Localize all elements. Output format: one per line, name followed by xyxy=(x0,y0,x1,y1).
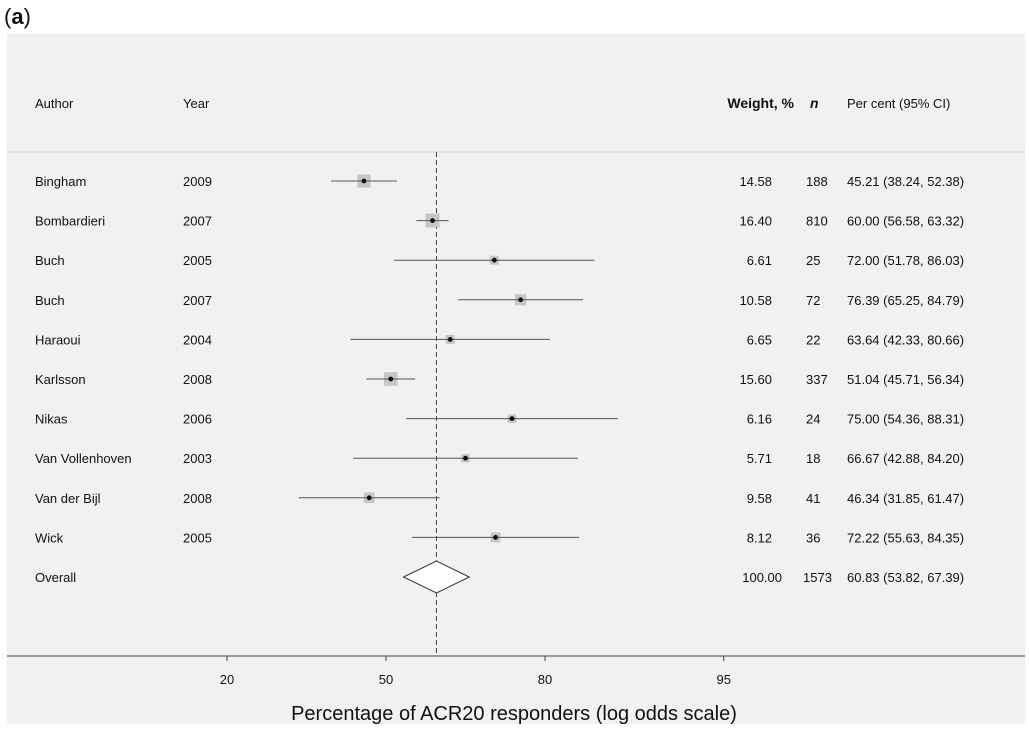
study-n-label: 188 xyxy=(806,174,828,189)
header-weight: Weight, % xyxy=(727,95,794,111)
study-year-label: 2003 xyxy=(183,451,212,466)
study-point-estimate xyxy=(366,495,372,501)
x-axis-label: Percentage of ACR20 responders (log odds… xyxy=(291,703,737,725)
study-weight-label: 15.60 xyxy=(739,372,772,387)
overall-n-label: 1573 xyxy=(803,570,832,585)
study-year-label: 2007 xyxy=(183,214,212,229)
study-point-estimate xyxy=(518,297,524,303)
panel-label-close: ) xyxy=(23,4,31,29)
study-point-estimate xyxy=(388,376,394,382)
study-author-label: Bingham xyxy=(35,174,86,189)
study-ci-label: 63.64 (42.33, 80.66) xyxy=(847,332,964,347)
study-weight-label: 5.71 xyxy=(747,451,772,466)
study-ci-label: 75.00 (54.36, 88.31) xyxy=(847,412,964,427)
study-weight-label: 9.58 xyxy=(747,491,772,506)
study-point-estimate xyxy=(430,218,435,224)
study-weight-label: 10.58 xyxy=(739,293,772,308)
x-axis-tick-label: 20 xyxy=(220,672,234,687)
overall-diamond xyxy=(402,560,471,594)
header-n: n xyxy=(810,95,819,111)
study-author-label: Buch xyxy=(35,253,65,268)
study-author-label: Van der Bijl xyxy=(35,491,101,506)
study-year-label: 2005 xyxy=(183,530,212,545)
study-ci-label: 46.34 (31.85, 61.47) xyxy=(847,491,964,506)
study-author-label: Haraoui xyxy=(35,332,81,347)
x-axis-tick-label: 95 xyxy=(716,672,730,687)
study-year-label: 2006 xyxy=(183,412,212,427)
study-point-estimate xyxy=(509,416,515,421)
study-author-label: Van Vollenhoven xyxy=(35,451,132,466)
study-year-label: 2007 xyxy=(183,293,212,308)
study-year-label: 2004 xyxy=(183,332,212,347)
study-weight-label: 14.58 xyxy=(739,174,772,189)
study-n-label: 22 xyxy=(806,332,820,347)
study-weight-label: 6.16 xyxy=(747,412,772,427)
study-point-estimate xyxy=(493,535,498,540)
study-author-label: Nikas xyxy=(35,412,68,427)
panel-label-letter: a xyxy=(11,4,24,29)
study-author-label: Buch xyxy=(35,293,65,308)
overall-label: Overall xyxy=(35,570,76,585)
study-n-label: 337 xyxy=(806,372,828,387)
study-weight-label: 6.65 xyxy=(747,332,772,347)
study-n-label: 36 xyxy=(806,530,820,545)
study-weight-label: 6.61 xyxy=(747,253,772,268)
study-n-label: 25 xyxy=(806,253,820,268)
study-n-label: 810 xyxy=(806,214,828,229)
study-weight-label: 16.40 xyxy=(739,214,772,229)
x-axis-tick-label: 80 xyxy=(538,672,552,687)
study-ci-label: 51.04 (45.71, 56.34) xyxy=(847,372,964,387)
header-author: Author xyxy=(35,96,74,111)
study-year-label: 2005 xyxy=(183,253,212,268)
study-n-label: 72 xyxy=(806,293,820,308)
study-weight-label: 8.12 xyxy=(747,530,772,545)
forest-plot-panel xyxy=(7,34,1025,724)
study-ci-label: 76.39 (65.25, 84.79) xyxy=(847,293,964,308)
study-n-label: 24 xyxy=(806,412,820,427)
study-year-label: 2008 xyxy=(183,372,212,387)
study-ci-label: 45.21 (38.24, 52.38) xyxy=(847,174,964,189)
panel-label-open: ( xyxy=(4,4,12,29)
study-n-label: 18 xyxy=(806,451,820,466)
panel-label: (a) xyxy=(4,4,31,30)
study-point-estimate xyxy=(463,455,468,461)
study-point-estimate xyxy=(447,337,453,342)
study-ci-label: 72.00 (51.78, 86.03) xyxy=(847,253,964,268)
header-year: Year xyxy=(183,96,210,111)
study-point-estimate xyxy=(361,178,367,184)
overall-weight-label: 100.00 xyxy=(742,570,782,585)
x-axis-tick-label: 50 xyxy=(379,672,393,687)
study-year-label: 2009 xyxy=(183,174,212,189)
study-ci-label: 60.00 (56.58, 63.32) xyxy=(847,214,964,229)
study-author-label: Karlsson xyxy=(35,372,86,387)
header-ci: Per cent (95% CI) xyxy=(847,96,950,111)
study-author-label: Wick xyxy=(35,530,64,545)
study-n-label: 41 xyxy=(806,491,820,506)
study-point-estimate xyxy=(491,257,497,263)
overall-ci-label: 60.83 (53.82, 67.39) xyxy=(847,570,964,585)
study-ci-label: 72.22 (55.63, 84.35) xyxy=(847,530,964,545)
study-author-label: Bombardieri xyxy=(35,214,105,229)
study-ci-label: 66.67 (42.88, 84.20) xyxy=(847,451,964,466)
study-year-label: 2008 xyxy=(183,491,212,506)
